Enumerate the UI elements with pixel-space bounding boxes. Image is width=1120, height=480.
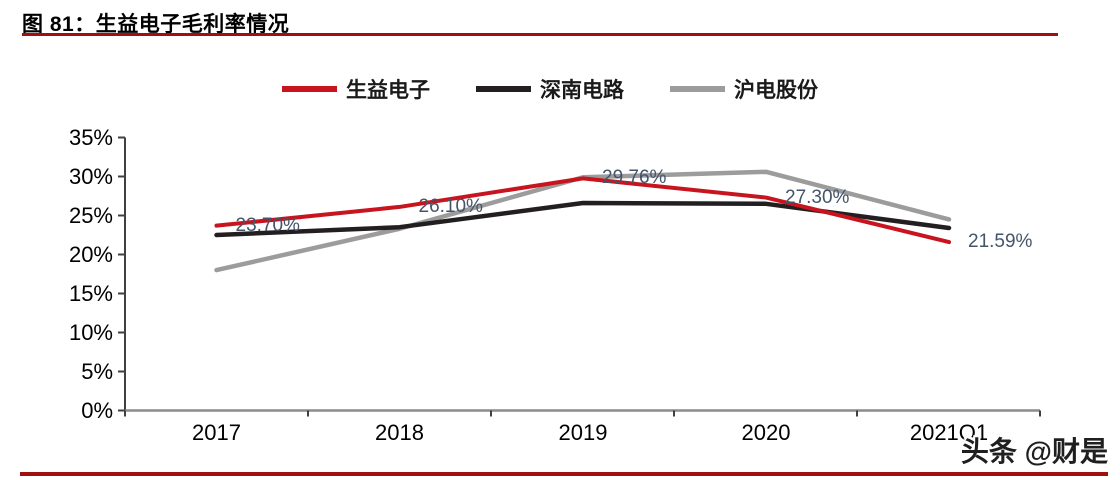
legend-item-shennan: 深南电路 [476, 74, 624, 104]
y-axis-tick-label: 5% [81, 358, 113, 384]
legend-label-shennan: 深南电路 [540, 79, 624, 102]
figure-title: 图 81：生益电子毛利率情况 [22, 13, 290, 36]
y-axis-tick-label: 0% [81, 397, 113, 423]
series-line-0-shengyi [214, 176, 951, 245]
data-label-2020: 27.30% [785, 186, 850, 208]
data-label-2017: 23.70% [235, 214, 300, 236]
x-axis-tick-label: 2018 [375, 420, 424, 445]
chart-legend: 生益电子 深南电路 沪电股份 [0, 74, 1100, 104]
x-axis-tick-label: 2020 [741, 420, 791, 445]
y-axis-tick-label: 35% [68, 124, 113, 150]
legend-label-hudian: 沪电股份 [734, 79, 818, 102]
legend-line-swatch-shengyi [282, 86, 337, 92]
legend-line-swatch-hudian [670, 86, 725, 92]
x-axis-tick-label: 2021Q1 [909, 420, 989, 445]
y-axis-tick-label: 20% [68, 241, 113, 267]
bottom-rule [20, 472, 1108, 476]
y-axis-tick-label: 25% [68, 202, 113, 228]
legend-item-shengyi: 生益电子 [282, 74, 430, 104]
legend-line-swatch-shennan [476, 86, 531, 92]
y-axis-tick-label: 15% [68, 280, 113, 306]
legend-label-shengyi: 生益电子 [346, 79, 430, 102]
x-axis-tick-label: 2019 [558, 420, 608, 445]
x-axis-tick-label: 2017 [192, 420, 241, 445]
title-underline [22, 33, 1058, 36]
legend-item-hudian: 沪电股份 [670, 74, 818, 104]
y-axis-tick-label: 30% [68, 163, 113, 189]
data-label-2018: 26.10% [418, 195, 483, 217]
data-label-2019: 29.76% [602, 167, 667, 189]
y-axis-tick-label: 10% [68, 319, 113, 345]
data-label-2021Q1: 21.59% [968, 231, 1033, 253]
watermark: 头条 @财是 [960, 436, 1108, 467]
